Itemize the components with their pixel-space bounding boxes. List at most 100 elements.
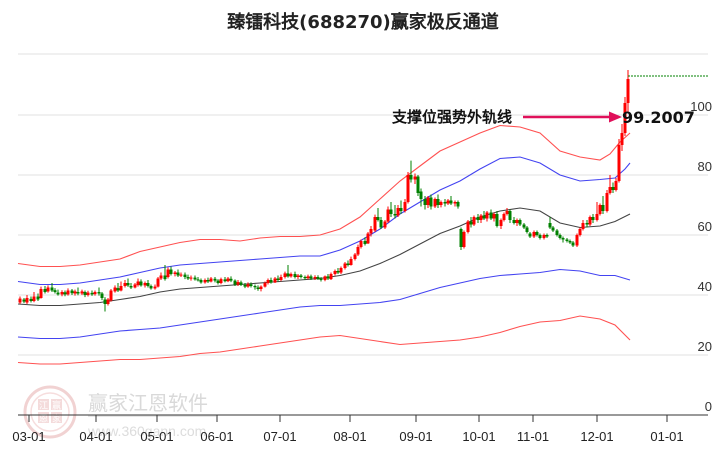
candle [379, 217, 383, 229]
candle [349, 256, 353, 266]
x-tick-label: 11-01 [517, 429, 549, 444]
candle [605, 190, 609, 213]
candle [313, 275, 317, 280]
candle [376, 208, 380, 222]
candle [196, 277, 200, 282]
x-tick-label: 12-01 [580, 429, 613, 444]
candle [289, 272, 293, 278]
x-tick-label: 06-01 [200, 429, 233, 444]
candle [575, 233, 579, 247]
candle [453, 200, 457, 207]
candle [116, 283, 120, 292]
watermark-url: www.360gann.com [87, 423, 206, 439]
candle [269, 277, 273, 284]
candle [46, 285, 50, 293]
y-tick-label: 80 [698, 159, 712, 174]
candle [279, 274, 283, 282]
candle [90, 290, 94, 296]
candle [386, 206, 390, 223]
candle [169, 266, 173, 276]
candle [548, 217, 552, 229]
candle [316, 275, 320, 280]
chart-title: 臻镭科技(688270)赢家极反通道 [227, 12, 499, 33]
y-tick-label: 60 [698, 219, 712, 234]
candle [601, 196, 605, 214]
candle [515, 218, 519, 226]
candle [56, 289, 60, 296]
candle [306, 274, 310, 280]
candle [39, 286, 43, 299]
candle [36, 293, 40, 301]
candle [66, 288, 70, 296]
x-axis: 03-01 04-01 05-01 06-01 07-01 08-01 09-01 10-01… [12, 414, 708, 444]
candle [166, 267, 170, 279]
candle [189, 275, 193, 281]
candle [109, 289, 113, 302]
candle [366, 232, 370, 244]
candle [179, 272, 183, 277]
arrow-head-icon [609, 111, 622, 123]
seal-char: 赢 [52, 400, 61, 412]
candle [146, 280, 150, 288]
candle [73, 289, 77, 296]
candle [100, 292, 104, 301]
candle [399, 200, 403, 214]
gridlines [18, 53, 708, 356]
candle [608, 175, 612, 195]
candle [561, 236, 565, 243]
candle [186, 274, 190, 280]
candle [416, 175, 420, 196]
candle [446, 199, 450, 205]
candle [489, 209, 493, 220]
candle [273, 277, 277, 283]
candle [525, 226, 529, 234]
candle [113, 285, 117, 293]
candle [585, 220, 589, 228]
candle [426, 196, 430, 208]
candle [193, 275, 197, 281]
candle [528, 232, 532, 238]
candle [213, 277, 217, 283]
candle [32, 292, 36, 303]
candle [70, 289, 74, 295]
candle [591, 214, 595, 223]
candle [406, 172, 410, 204]
watermark-brand: 赢家江恩软件 [88, 391, 208, 415]
candle [163, 265, 167, 281]
candle [443, 199, 447, 207]
candle [419, 188, 423, 207]
candle [303, 275, 307, 280]
candle [595, 202, 599, 222]
candle [423, 196, 427, 210]
candle [518, 218, 522, 226]
candle [319, 277, 323, 282]
x-tick-label: 07-01 [263, 429, 296, 444]
candle [462, 230, 466, 249]
candlesticks [18, 70, 630, 312]
candle [578, 227, 582, 237]
channel-bands [17, 124, 631, 365]
candle [369, 226, 373, 237]
candle [156, 277, 160, 288]
candle [329, 272, 333, 280]
candle [611, 182, 615, 193]
candle [50, 283, 54, 292]
candle [495, 211, 499, 228]
candle [83, 290, 87, 298]
watermark-seal-icon: 江 赢 恩 家 [23, 385, 77, 439]
candle [239, 280, 243, 286]
candle [479, 214, 483, 223]
candle [363, 237, 367, 246]
candle [499, 218, 503, 229]
y-tick-label: 0 [705, 399, 712, 414]
x-tick-label: 08-01 [333, 429, 366, 444]
candle [22, 298, 26, 304]
candle [466, 220, 470, 234]
candle [263, 281, 267, 288]
candle [283, 271, 287, 279]
candle [149, 284, 153, 290]
candle [409, 160, 413, 183]
candle [476, 214, 480, 223]
candle [469, 217, 473, 228]
x-tick-label: 09-01 [399, 429, 432, 444]
